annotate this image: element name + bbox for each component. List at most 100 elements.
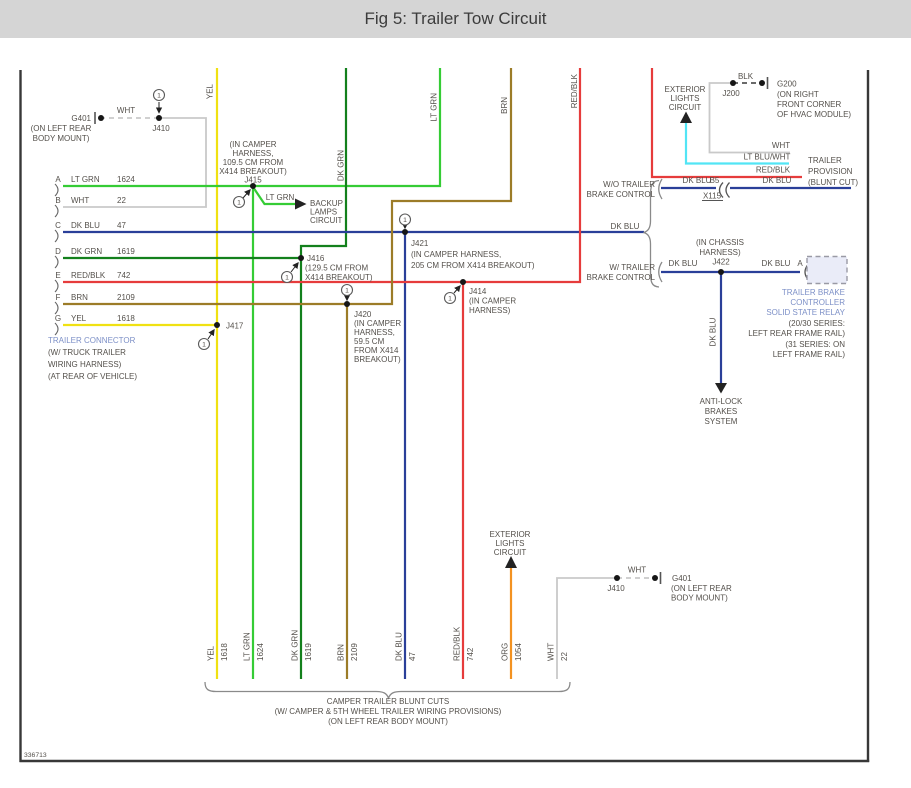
ground-symbols: [94, 77, 769, 584]
svg-text:SOLID STATE RELAY: SOLID STATE RELAY: [766, 308, 845, 317]
svg-text:CONTROLLER: CONTROLLER: [790, 298, 845, 307]
pin-circuit: 22: [117, 196, 126, 205]
svg-text:DK BLU: DK BLU: [762, 259, 791, 268]
pin-color: YEL: [71, 314, 87, 323]
pin-circuit: 1618: [117, 314, 135, 323]
svg-text:HARNESS,: HARNESS,: [354, 328, 395, 337]
junction-dots: [156, 80, 736, 581]
j421-labels: J421 (IN CAMPER HARNESS, 205 CM FROM X41…: [411, 239, 535, 270]
socket-pin-a: [54, 183, 59, 197]
svg-text:SYSTEM: SYSTEM: [705, 417, 738, 426]
pin-color: DK BLU: [71, 221, 100, 230]
pin-letter: D: [55, 247, 61, 256]
junction-j414: [460, 279, 466, 285]
page-border: [19, 70, 870, 763]
svg-text:LIGHTS: LIGHTS: [496, 539, 525, 548]
svg-text:CAMPER TRAILER BLUNT CUTS: CAMPER TRAILER BLUNT CUTS: [327, 697, 449, 706]
top-label-ltgrn: LT GRN: [430, 93, 439, 122]
svg-text:1: 1: [202, 342, 206, 349]
ground-bottom-labels: J410 WHT G401 (ON LEFT REAR BODY MOUNT): [607, 566, 732, 603]
svg-text:X414 BREAKOUT): X414 BREAKOUT): [305, 273, 373, 282]
junction-j200: [730, 80, 736, 86]
x115-label: X115: [703, 192, 722, 201]
svg-text:EXTERIOR: EXTERIOR: [665, 85, 706, 94]
svg-text:(ON LEFT REAR BODY MOUNT): (ON LEFT REAR BODY MOUNT): [328, 717, 448, 726]
exterior-bottom-labels: EXTERIOR LIGHTS CIRCUIT: [490, 530, 531, 557]
svg-text:BRAKES: BRAKES: [705, 407, 737, 416]
svg-text:DK BLU: DK BLU: [763, 176, 792, 185]
j415-labels: (IN CAMPER HARNESS, 109.5 CM FROM X414 B…: [219, 140, 287, 185]
socket-pin-c: [54, 229, 59, 243]
wire-brn-pinF: [63, 68, 513, 306]
svg-text:OF HVAC MODULE): OF HVAC MODULE): [777, 110, 851, 119]
j416-labels: J416 (129.5 CM FROM X414 BREAKOUT): [305, 254, 373, 282]
blunt-cuts-brace: [204, 681, 571, 700]
svg-text:DK GRN: DK GRN: [291, 630, 300, 661]
pin-circuit: 2109: [117, 293, 135, 302]
top-wire-labels: YEL DK GRN LT GRN BRN RED/BLK: [206, 73, 580, 181]
svg-text:1: 1: [448, 296, 452, 303]
socket-pin-e: [54, 279, 59, 293]
svg-text:J416: J416: [307, 254, 325, 263]
j414-labels: J414 (IN CAMPER HARNESS): [469, 287, 516, 315]
svg-text:BREAKOUT): BREAKOUT): [354, 355, 401, 364]
svg-text:1618: 1618: [220, 643, 229, 661]
pin-letter: E: [55, 271, 60, 280]
callout-j415: 1: [232, 189, 251, 209]
wire-wht-pinB-to-j410: [63, 117, 207, 208]
backup-lamps-labels: LT GRN BACKUP LAMPS CIRCUIT: [266, 193, 343, 225]
top-label-dkgrn: DK GRN: [337, 150, 346, 181]
junction-j421: [402, 229, 408, 235]
svg-text:ANTI-LOCK: ANTI-LOCK: [700, 397, 743, 406]
svg-text:(20/30 SERIES:: (20/30 SERIES:: [789, 319, 845, 328]
svg-text:X414 BREAKOUT): X414 BREAKOUT): [219, 167, 287, 176]
pin-color: WHT: [71, 196, 89, 205]
svg-text:(129.5 CM FROM: (129.5 CM FROM: [305, 264, 368, 273]
svg-text:ORG: ORG: [501, 643, 510, 661]
trailer-connector-sockets: [54, 183, 59, 336]
svg-text:BRAKE CONTROL: BRAKE CONTROL: [587, 190, 656, 199]
blk-wire-label: BLK: [738, 72, 754, 81]
top-label-yel: YEL: [206, 83, 215, 99]
svg-text:CIRCUIT: CIRCUIT: [494, 548, 527, 557]
symbols: [204, 178, 848, 700]
svg-text:PROVISION: PROVISION: [808, 167, 853, 176]
pin-circuit: 47: [117, 221, 126, 230]
wire-ltbluwht: [684, 122, 789, 165]
pin-circuit: 1624: [117, 175, 135, 184]
top-label-redblk: RED/BLK: [570, 73, 579, 108]
svg-text:WHT: WHT: [772, 141, 790, 150]
pin-color: RED/BLK: [71, 271, 106, 280]
wire-dkgrn-vertical: [299, 68, 348, 679]
controller-pin-a: A: [797, 259, 803, 268]
svg-text:TRAILER: TRAILER: [808, 156, 842, 165]
svg-text:(W/ CAMPER & 5TH WHEEL TRAILER: (W/ CAMPER & 5TH WHEEL TRAILER WIRING PR…: [275, 707, 502, 716]
g401-bottom-label: G401: [672, 574, 692, 583]
wire-ltgrn-backup-branch: [252, 186, 295, 206]
junction-j417: [214, 322, 220, 328]
svg-text:J420: J420: [354, 310, 372, 319]
g401-top-label: G401: [71, 114, 91, 123]
svg-text:22: 22: [560, 652, 569, 661]
svg-text:(BLUNT CUT): (BLUNT CUT): [808, 178, 858, 187]
brake-control-labels: W/O TRAILER BRAKE CONTROL DK BLU W/ TRAI…: [587, 176, 846, 426]
svg-text:(ON RIGHT: (ON RIGHT: [777, 90, 819, 99]
exterior-bottom-arrow-icon: [505, 556, 517, 568]
top-label-brn: BRN: [500, 97, 509, 114]
svg-text:59.5 CM: 59.5 CM: [354, 337, 385, 346]
svg-text:(31 SERIES: ON: (31 SERIES: ON: [785, 340, 845, 349]
wires: [63, 68, 851, 679]
title-bar: Fig 5: Trailer Tow Circuit: [0, 0, 911, 38]
svg-text:EXTERIOR: EXTERIOR: [490, 530, 531, 539]
blunt-cuts-caption: CAMPER TRAILER BLUNT CUTS (W/ CAMPER & 5…: [275, 697, 502, 726]
svg-text:HARNESS,: HARNESS,: [233, 149, 274, 158]
svg-text:DK BLU: DK BLU: [669, 259, 698, 268]
backup-lamps-arrow-icon: [295, 198, 307, 210]
svg-text:1624: 1624: [256, 643, 265, 661]
j410-top-label: J410: [152, 124, 170, 133]
svg-text:LIGHTS: LIGHTS: [671, 94, 700, 103]
doc-number: 336713: [24, 752, 47, 759]
g401-top-loc1: (ON LEFT REAR: [31, 124, 92, 133]
ground-top-labels: G401 (ON LEFT REAR BODY MOUNT) WHT J410: [31, 106, 171, 143]
svg-text:1054: 1054: [514, 643, 523, 661]
